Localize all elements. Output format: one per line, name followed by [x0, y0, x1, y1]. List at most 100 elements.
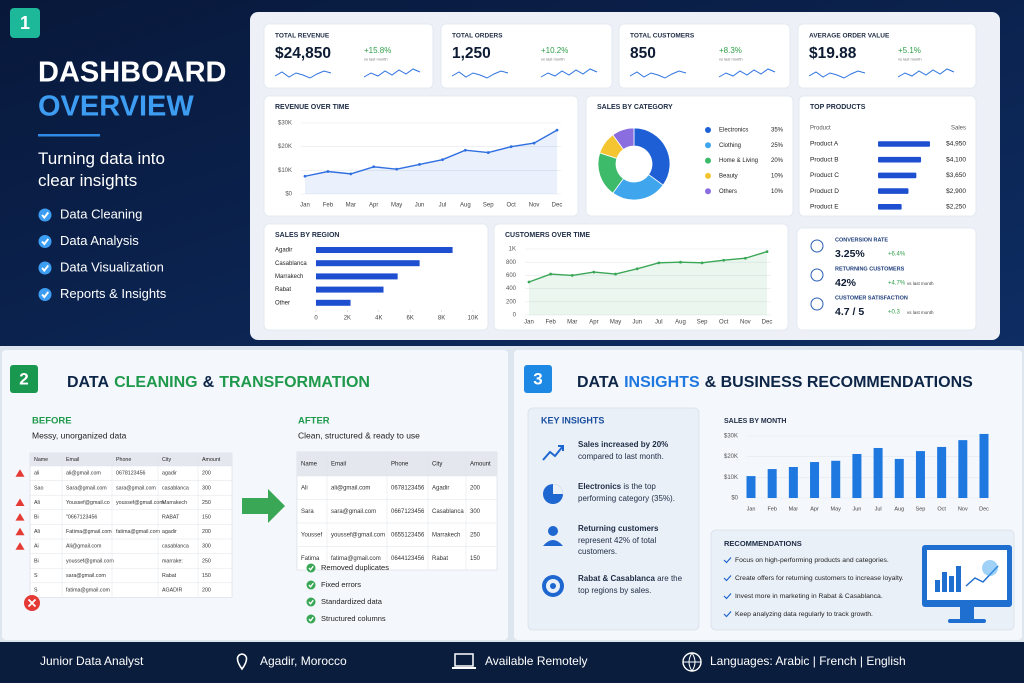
x-tick-label: Jul: [655, 320, 663, 326]
x-tick-label: Nov: [740, 320, 751, 326]
text-box: Rabat & Casablanca are the top regions b…: [578, 574, 682, 595]
table-cell: ali@gmail.com: [331, 485, 370, 491]
kpi-note: vs last month: [907, 310, 934, 315]
bar: [878, 188, 909, 194]
check-mark: [41, 291, 50, 299]
legend-swatch: [705, 172, 711, 179]
kpi-icon: [810, 297, 824, 311]
value-label: $2,900: [946, 188, 966, 195]
bar: [316, 286, 384, 293]
insight-icon: [550, 583, 556, 589]
title-part: CLEANING: [114, 374, 198, 391]
x-tick-label: Jun: [852, 506, 861, 512]
text-block: Electronics is the top performing catego…: [578, 481, 693, 504]
card: [527, 407, 700, 631]
kpi-value: 42%: [835, 277, 857, 289]
legend-swatch: [705, 142, 711, 149]
table-cell: sara@gmail.com: [66, 573, 106, 579]
check-mark: [41, 238, 50, 246]
check-icon: [306, 563, 316, 573]
footer-item: Languages: Arabic | French | English: [710, 654, 906, 668]
legend-swatch: [705, 127, 711, 133]
x-tick-label: Jul: [875, 506, 882, 512]
bar: [852, 453, 862, 498]
table-cell: marrake:: [162, 558, 183, 564]
step: Removed duplicates: [321, 563, 389, 572]
kpi-label: CUSTOMER SATISFACTION: [835, 295, 908, 301]
card: [798, 95, 977, 217]
bar: [894, 458, 904, 498]
kpi-title: TOTAL REVENUE: [275, 33, 330, 40]
line: [304, 129, 558, 177]
sparkline: [897, 68, 955, 78]
table-cell: 0678123456: [391, 485, 425, 491]
x-tick-label: Dec: [762, 320, 773, 326]
category-label: Product A: [810, 141, 839, 148]
x-tick-label: 10K: [468, 316, 479, 322]
x-tick-label: Jul: [439, 203, 447, 209]
table-cell: Bi: [34, 515, 39, 521]
table-cell: 0644123456: [391, 556, 425, 562]
badge-number: 2: [19, 369, 28, 388]
y-tick-label: 800: [506, 260, 517, 266]
bar: [958, 440, 968, 498]
monitor-base: [948, 619, 986, 623]
table-cell: fatima@gmail.com: [331, 556, 381, 562]
recommendation: Invest more in marketing in Rabat & Casa…: [735, 593, 883, 600]
line-point: [614, 272, 617, 276]
line-point: [509, 145, 513, 149]
bar: [316, 273, 398, 280]
column-header: Sales: [951, 126, 966, 132]
x-tick-label: Aug: [460, 203, 471, 209]
kpi-icon: [810, 268, 824, 282]
laptop-icon: [454, 653, 474, 667]
insight-icon: [553, 484, 563, 494]
table-cell: Marrakech: [162, 500, 187, 506]
kpi-value: 3.25%: [835, 248, 865, 260]
y-tick-label: $30K: [278, 121, 292, 127]
table-cell: Ali: [34, 529, 40, 535]
check-mark: [308, 599, 314, 605]
table-cell: Sao: [34, 485, 43, 491]
value-label: 10%: [771, 173, 784, 179]
footer-item: Available Remotely: [485, 654, 588, 668]
table-cell: 150: [470, 556, 481, 562]
check-mark: [723, 611, 732, 618]
legend-label: Others: [719, 189, 737, 195]
recommendation: Keep analyzing data regularly to track g…: [735, 611, 873, 618]
table-header-cell: Amount: [202, 457, 221, 463]
value-label: 10%: [771, 189, 784, 195]
table-cell: Ali: [34, 500, 40, 506]
line-point: [395, 167, 399, 171]
check-mark: [308, 582, 314, 588]
table-cell: 0678123456: [116, 471, 146, 477]
table-header-cell: Name: [301, 462, 318, 468]
table-header-cell: Phone: [391, 462, 409, 468]
insight-bold: Electronics: [578, 482, 622, 491]
monitor-bar: [956, 566, 961, 592]
legend-label: Electronics: [719, 128, 748, 134]
chart-title: SALES BY CATEGORY: [597, 104, 673, 111]
chart-title: TOP PRODUCTS: [810, 104, 866, 111]
sparkline: [718, 68, 776, 78]
x-tick-label: Apr: [810, 506, 819, 512]
value-label: $2,250: [946, 204, 966, 211]
skill: Reports & Insights: [60, 286, 167, 301]
table-cell: 200: [202, 529, 211, 535]
warning-icon: [15, 469, 25, 477]
kpi-change: +4.7%: [888, 281, 906, 287]
x-tick-label: Aug: [675, 320, 686, 326]
x-tick-label: Nov: [529, 203, 540, 209]
sparkline: [274, 70, 332, 79]
table-cell: youssef@gmail.com: [331, 532, 385, 538]
x-tick-label: Jan: [300, 203, 310, 209]
category-label: Casablanca: [275, 261, 307, 267]
x-tick-label: Jun: [632, 320, 642, 326]
check-icon: [38, 208, 52, 222]
title-part: & BUSINESS RECOMMENDATIONS: [705, 374, 973, 391]
table-header-cell: Email: [66, 457, 79, 463]
sparkline: [451, 70, 509, 79]
table-header-cell: Email: [331, 462, 346, 468]
table-cell: 200: [470, 485, 481, 491]
